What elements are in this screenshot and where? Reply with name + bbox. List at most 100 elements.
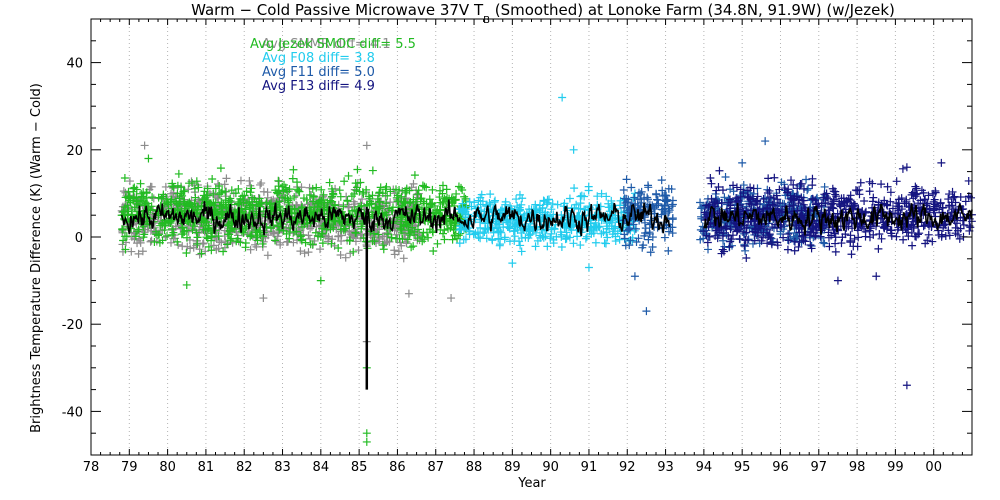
data-point-smmr <box>305 234 314 243</box>
outlier-point-jezek-smoc <box>144 154 153 163</box>
data-point-f11 <box>644 181 653 190</box>
data-point-jezek-smoc <box>460 192 469 201</box>
legend-entry: Avg Jezek SMOC diff= 5.5 <box>250 37 416 52</box>
y-tick-label: 0 <box>75 231 83 246</box>
data-point-smmr <box>409 179 418 188</box>
outlier-point-f11 <box>642 307 651 316</box>
outlier-point-smmr <box>140 141 149 150</box>
data-point-jezek-smoc <box>160 225 169 234</box>
data-point-f11 <box>785 229 794 238</box>
data-point-smmr <box>256 180 265 189</box>
data-point-f08 <box>486 190 495 199</box>
data-point-jezek-smoc <box>351 179 360 188</box>
data-point-f11 <box>660 233 669 242</box>
data-point-f13 <box>790 246 799 255</box>
y-tick-label: -20 <box>62 318 83 333</box>
data-points <box>117 93 976 446</box>
outlier-point-f11 <box>630 272 639 281</box>
data-point-jezek-smoc <box>378 241 387 250</box>
data-point-jezek-smoc <box>334 244 343 253</box>
data-point-jezek-smoc <box>192 177 201 186</box>
data-point-jezek-smoc <box>409 242 418 251</box>
outlier-point-smmr <box>404 289 413 298</box>
data-point-f13 <box>783 245 792 254</box>
data-point-smmr <box>345 227 354 236</box>
title-main: Warm − Cold Passive Microwave 37V T <box>191 1 484 19</box>
data-point-smmr <box>263 193 272 202</box>
data-point-jezek-smoc <box>305 191 314 200</box>
x-tick-label: 91 <box>581 460 598 475</box>
x-tick-label: 85 <box>351 460 368 475</box>
data-point-f11 <box>648 242 657 251</box>
data-point-jezek-smoc <box>407 243 416 252</box>
data-point-smmr <box>289 238 298 247</box>
outlier-point-jezek-smoc <box>362 429 371 438</box>
data-point-f08 <box>601 239 610 248</box>
outlier-point-smmr <box>447 294 456 303</box>
data-point-smmr <box>390 246 399 255</box>
data-point-f08 <box>553 200 562 209</box>
x-tick-label: 88 <box>466 460 483 475</box>
x-tick-label: 98 <box>849 460 866 475</box>
data-point-smmr <box>334 231 343 240</box>
data-point-f13 <box>892 177 901 186</box>
data-point-f11 <box>721 173 730 182</box>
data-point-smmr <box>300 249 309 258</box>
smoothed-line <box>120 199 973 390</box>
data-point-jezek-smoc <box>174 169 183 178</box>
data-point-f11 <box>704 245 713 254</box>
data-point-f13 <box>715 166 724 175</box>
data-point-jezek-smoc <box>344 171 353 180</box>
data-point-jezek-smoc <box>319 190 328 199</box>
y-tick-label: 40 <box>66 57 83 72</box>
data-point-f13 <box>742 253 751 262</box>
data-point-smmr <box>296 247 305 256</box>
data-point-jezek-smoc <box>433 239 442 248</box>
x-tick-label: 96 <box>772 460 789 475</box>
x-tick-label: 97 <box>811 460 828 475</box>
data-point-smmr <box>134 249 143 258</box>
data-point-f08 <box>516 241 525 250</box>
data-point-smmr <box>127 247 136 256</box>
data-point-f08 <box>496 235 505 244</box>
data-point-f08 <box>517 247 526 256</box>
data-point-f11 <box>668 229 677 238</box>
x-tick-label: 80 <box>159 460 176 475</box>
data-point-f08 <box>565 194 574 203</box>
data-point-jezek-smoc <box>312 183 321 192</box>
data-point-smmr <box>264 231 273 240</box>
data-point-f13 <box>908 241 917 250</box>
chart-title: Warm − Cold Passive Microwave 37V TB (Sm… <box>191 1 895 26</box>
data-point-smmr <box>336 251 345 260</box>
data-point-f13 <box>740 241 749 250</box>
data-point-f13 <box>846 231 855 240</box>
data-point-f08 <box>531 200 540 209</box>
data-point-f13 <box>874 244 883 253</box>
data-point-smmr <box>192 241 201 250</box>
x-tick-label: 00 <box>925 460 942 475</box>
data-point-smmr <box>272 237 281 246</box>
data-point-jezek-smoc <box>418 237 427 246</box>
data-point-jezek-smoc <box>169 183 178 192</box>
data-point-f13 <box>924 230 933 239</box>
x-axis-label: Year <box>517 476 546 491</box>
data-point-f08 <box>512 195 521 204</box>
data-point-jezek-smoc <box>446 223 455 232</box>
data-point-f13 <box>847 250 856 259</box>
data-point-jezek-smoc <box>121 245 130 254</box>
data-point-smmr <box>304 248 313 257</box>
data-point-smmr <box>246 245 255 254</box>
x-tick-label: 87 <box>427 460 444 475</box>
data-point-f13 <box>706 174 715 183</box>
data-point-f13 <box>712 186 721 195</box>
data-point-smmr <box>324 232 333 241</box>
data-point-jezek-smoc <box>442 185 451 194</box>
data-point-jezek-smoc <box>202 233 211 242</box>
data-point-smmr <box>385 237 394 246</box>
data-point-f11 <box>646 248 655 257</box>
data-point-smmr <box>213 179 222 188</box>
data-point-jezek-smoc <box>192 228 201 237</box>
data-point-f13 <box>928 237 937 246</box>
data-point-f13 <box>806 241 815 250</box>
title-rest: (Smoothed) at Lonoke Farm (34.8N, 91.9W)… <box>490 1 895 19</box>
